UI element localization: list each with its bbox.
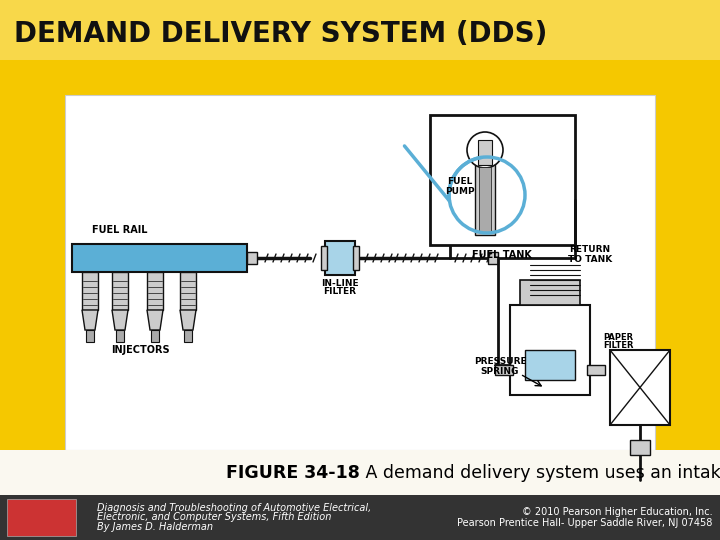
Bar — [325, 241, 355, 275]
Bar — [488, 252, 498, 264]
Bar — [0, 450, 720, 495]
Text: FUEL: FUEL — [447, 178, 473, 186]
Text: By James D. Halderman: By James D. Halderman — [97, 522, 213, 532]
Bar — [610, 350, 670, 425]
Bar — [495, 365, 513, 375]
Bar — [353, 246, 359, 270]
Text: FUEL TANK: FUEL TANK — [472, 250, 532, 260]
Polygon shape — [147, 310, 163, 330]
Bar — [525, 350, 575, 380]
Circle shape — [467, 132, 503, 168]
Bar — [247, 252, 257, 264]
Bar — [184, 330, 192, 342]
Bar — [151, 330, 159, 342]
Bar — [65, 95, 655, 450]
Text: SPRING: SPRING — [481, 367, 519, 375]
Text: © 2010 Pearson Higher Education, Inc.: © 2010 Pearson Higher Education, Inc. — [522, 507, 713, 517]
Polygon shape — [82, 310, 98, 330]
Text: FIGURE 34-18: FIGURE 34-18 — [226, 464, 360, 482]
Text: FILTER: FILTER — [603, 341, 634, 349]
Text: is not supported: is not supported — [15, 524, 67, 529]
Text: PUMP: PUMP — [445, 186, 474, 195]
Text: Image format: Image format — [19, 515, 63, 520]
Text: TO TANK: TO TANK — [568, 254, 612, 264]
Text: INJECTORS: INJECTORS — [111, 345, 169, 355]
Text: IN-LINE: IN-LINE — [321, 280, 359, 288]
Bar — [7, 498, 76, 536]
Bar — [475, 160, 495, 235]
Bar — [86, 330, 94, 342]
Text: FILTER: FILTER — [323, 287, 356, 296]
Bar — [147, 272, 163, 310]
Polygon shape — [180, 310, 196, 330]
Bar — [116, 330, 124, 342]
Bar — [112, 272, 128, 310]
Text: PAPER: PAPER — [603, 333, 633, 341]
Text: Electronic, and Computer Systems, Fifth Edition: Electronic, and Computer Systems, Fifth … — [97, 512, 332, 523]
Bar — [0, 0, 720, 60]
Polygon shape — [112, 310, 128, 330]
Bar — [510, 305, 590, 395]
Text: FUEL RAIL: FUEL RAIL — [92, 225, 148, 235]
Bar — [180, 272, 196, 310]
Bar — [430, 115, 575, 245]
Bar — [520, 280, 580, 305]
Text: Macintosh PICT: Macintosh PICT — [17, 506, 65, 511]
Text: RETURN: RETURN — [570, 246, 611, 254]
Bar — [630, 440, 650, 455]
Text: Pearson Prentice Hall- Upper Saddle River, NJ 07458: Pearson Prentice Hall- Upper Saddle Rive… — [457, 518, 713, 528]
Bar — [0, 495, 720, 540]
Text: A demand delivery system uses an intake regulator.: A demand delivery system uses an intake … — [360, 464, 720, 482]
Bar — [82, 272, 98, 310]
Bar — [72, 244, 247, 272]
Text: DEMAND DELIVERY SYSTEM (DDS): DEMAND DELIVERY SYSTEM (DDS) — [14, 20, 547, 48]
Text: Diagnosis and Troubleshooting of Automotive Electrical,: Diagnosis and Troubleshooting of Automot… — [97, 503, 372, 512]
Text: PRESSURE: PRESSURE — [474, 357, 526, 367]
Bar — [321, 246, 327, 270]
Bar — [478, 140, 492, 165]
Bar — [479, 167, 491, 232]
Bar — [587, 365, 605, 375]
